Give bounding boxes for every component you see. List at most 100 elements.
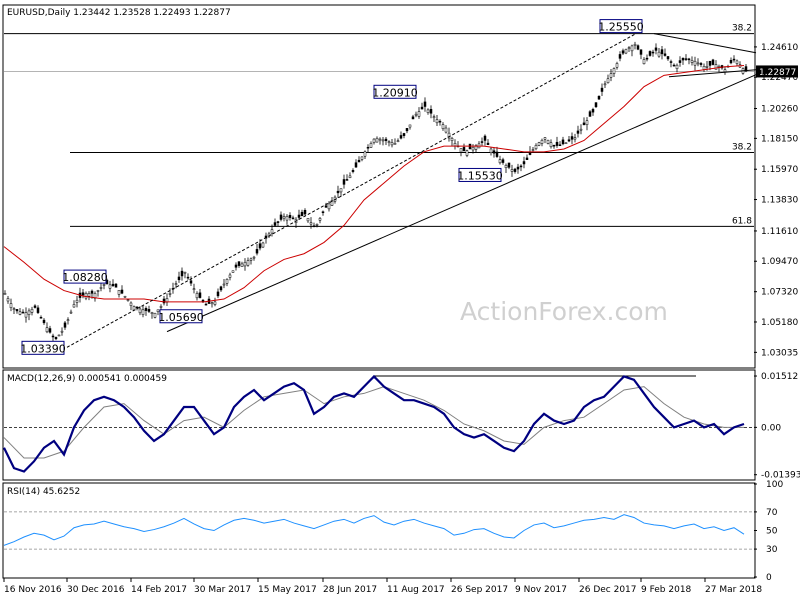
- candle-body: [195, 293, 199, 299]
- price-tick-label: 1.09470: [761, 257, 798, 267]
- candle-body: [9, 303, 13, 309]
- macd-tick-label: 0.01512: [761, 372, 798, 382]
- candle-body: [504, 165, 508, 168]
- candle-body: [21, 311, 25, 314]
- candle-body: [570, 136, 574, 140]
- candle-body: [432, 116, 436, 118]
- candle-body: [384, 138, 388, 142]
- candle-body: [345, 179, 349, 181]
- candle-body: [144, 308, 148, 311]
- candle-body: [453, 143, 457, 147]
- candle-body: [531, 149, 535, 151]
- x-tick-label: 16 Nov 2016: [4, 585, 62, 595]
- price-annotation-label: 1.05690: [158, 311, 204, 324]
- macd-plot-area: [3, 374, 754, 473]
- candle-body: [321, 211, 325, 213]
- candle-body: [687, 58, 691, 61]
- candle-body: [399, 135, 403, 139]
- moving-average-line: [3, 64, 745, 303]
- candle-body: [189, 280, 193, 284]
- candle-body: [660, 49, 664, 55]
- rsi-panel-frame: [2, 482, 756, 579]
- candle-body: [51, 335, 55, 338]
- candle-body: [729, 60, 733, 64]
- candle-body: [282, 216, 286, 219]
- candle-body: [645, 57, 649, 60]
- candle-body: [69, 311, 73, 314]
- price-tick-label: 1.03035: [761, 348, 798, 358]
- candle-body: [57, 334, 61, 337]
- candle-body: [114, 283, 118, 288]
- fib-level-label: 38.2: [732, 24, 752, 34]
- candle-body: [492, 150, 496, 154]
- trendline: [653, 33, 757, 54]
- candle-body: [516, 166, 520, 170]
- candle-body: [231, 270, 235, 273]
- candle-body: [174, 283, 178, 285]
- candle-body: [216, 291, 220, 297]
- candle-body: [228, 274, 232, 278]
- trendline: [166, 74, 757, 333]
- candle-body: [276, 221, 280, 223]
- candle-body: [537, 142, 541, 146]
- macd-header: MACD(12,26,9) 0.000541 0.000459: [7, 374, 167, 384]
- candle-body: [426, 109, 430, 113]
- candle-body: [615, 63, 619, 68]
- price-annotation-box: [599, 19, 643, 34]
- candle-body: [540, 139, 544, 144]
- candle-body: [213, 301, 217, 305]
- rsi-tick-label: 30: [766, 545, 778, 555]
- x-tick-label: 9 Feb 2018: [641, 585, 692, 595]
- candle-body: [651, 51, 655, 54]
- candle-body: [639, 49, 643, 55]
- candle-body: [621, 50, 625, 54]
- candle-body: [288, 214, 292, 218]
- candle-body: [381, 139, 385, 142]
- candle-body: [27, 310, 31, 315]
- candle-body: [642, 59, 646, 65]
- candle-body: [711, 59, 715, 65]
- price-annotation-box: [458, 167, 502, 182]
- candle-body: [498, 159, 502, 164]
- candle-body: [522, 161, 526, 165]
- x-tick-label: 15 May 2017: [258, 585, 317, 595]
- candle-body: [162, 298, 166, 304]
- price-annotation-box: [159, 309, 203, 324]
- macd-tick-label: 0.00: [761, 423, 781, 433]
- rsi-plot-area: [3, 511, 754, 550]
- candle-body: [420, 106, 424, 110]
- macd-signal-line: [3, 386, 744, 459]
- price-tick-label: 1.11610: [761, 227, 798, 237]
- candle-body: [402, 133, 406, 136]
- price-annotation-box: [21, 340, 65, 355]
- candle-body: [702, 66, 706, 70]
- x-tick-label: 14 Feb 2017: [131, 585, 187, 595]
- candle-body: [423, 101, 427, 107]
- candle-body: [54, 337, 58, 340]
- trendline: [668, 69, 757, 78]
- candle-body: [297, 214, 301, 218]
- price-annotation-box: [373, 84, 417, 99]
- candle-body: [654, 47, 658, 51]
- candle-body: [309, 222, 313, 225]
- candle-body: [483, 135, 487, 141]
- x-tick-label: 26 Sep 2017: [451, 585, 508, 595]
- candle-body: [279, 214, 283, 220]
- candle-body: [42, 319, 46, 324]
- candle-body: [624, 49, 628, 54]
- candle-body: [153, 312, 157, 318]
- candle-body: [138, 308, 142, 314]
- candle-body: [588, 111, 592, 117]
- candle-body: [177, 276, 181, 281]
- candle-body: [315, 224, 319, 226]
- candle-body: [117, 290, 121, 295]
- candle-body: [411, 116, 415, 120]
- candle-body: [408, 124, 412, 128]
- candle-body: [375, 137, 379, 143]
- candle-body: [525, 157, 529, 160]
- candle-body: [156, 309, 160, 312]
- candle-body: [99, 287, 103, 289]
- candle-body: [222, 283, 226, 286]
- current-price-tag: [756, 65, 798, 78]
